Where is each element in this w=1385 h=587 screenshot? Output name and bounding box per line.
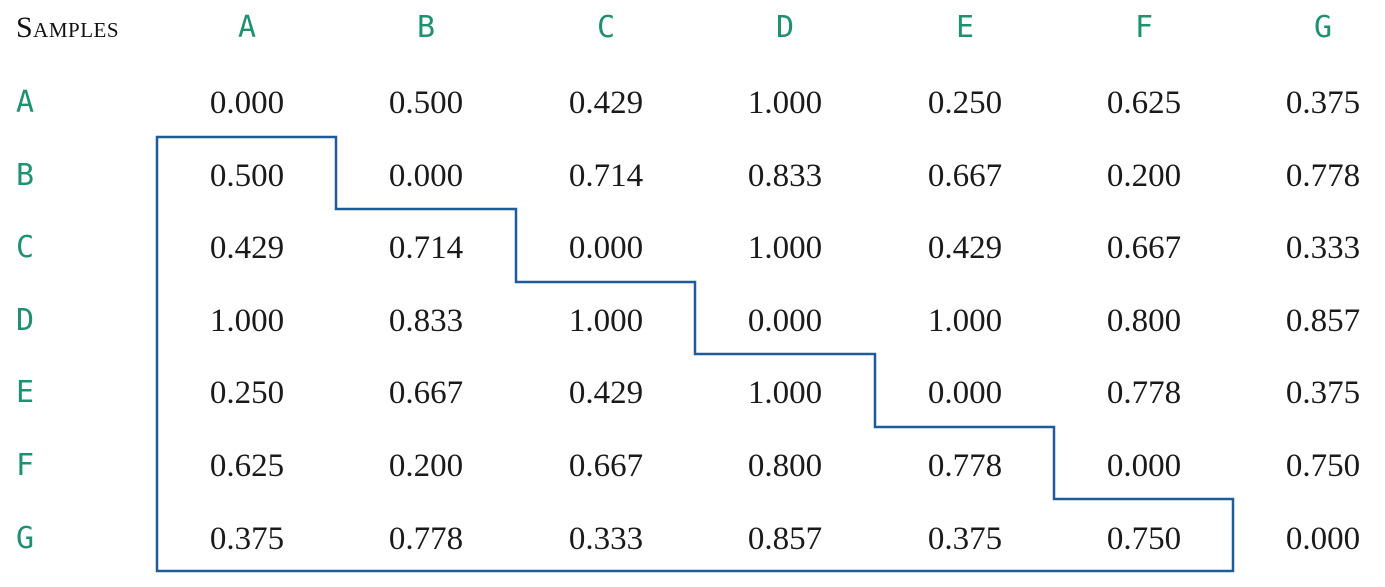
row-header-g: G [16, 521, 35, 556]
row-header-b: B [16, 158, 35, 193]
matrix-cell: 0.857 [747, 521, 823, 557]
matrix-cell: 0.000 [927, 375, 1003, 411]
matrix-cell: 0.778 [1285, 158, 1361, 194]
matrix-cell: 0.750 [1106, 521, 1182, 557]
matrix-cell: 0.750 [1285, 448, 1361, 484]
row-header-d: D [16, 303, 35, 338]
column-header-a: A [237, 10, 257, 45]
matrix-cell: 1.000 [568, 303, 644, 339]
matrix-cell: 0.429 [209, 230, 285, 266]
row-header-e: E [16, 375, 35, 410]
matrix-cell: 0.667 [1106, 230, 1182, 266]
row-header-a: A [16, 85, 35, 120]
matrix-cell: 0.000 [1106, 448, 1182, 484]
matrix-cell: 0.667 [388, 375, 464, 411]
matrix-cell: 0.250 [927, 85, 1003, 121]
matrix-cell: 0.800 [1106, 303, 1182, 339]
matrix-cell: 0.429 [568, 375, 644, 411]
matrix-cell: 0.375 [209, 521, 285, 557]
matrix-cell: 0.200 [388, 448, 464, 484]
matrix-cell: 0.200 [1106, 158, 1182, 194]
column-header-g: G [1313, 10, 1333, 45]
matrix-cell: 0.375 [1285, 375, 1361, 411]
matrix-cell: 0.375 [1285, 85, 1361, 121]
row-header-f: F [16, 448, 35, 483]
matrix-cell: 0.778 [1106, 375, 1182, 411]
matrix-cell: 1.000 [747, 85, 823, 121]
column-header-e: E [955, 10, 975, 45]
column-header-b: B [416, 10, 436, 45]
matrix-cell: 1.000 [747, 375, 823, 411]
matrix-cell: 0.800 [747, 448, 823, 484]
matrix-cell: 0.667 [927, 158, 1003, 194]
matrix-cell: 0.667 [568, 448, 644, 484]
matrix-cell: 0.714 [388, 230, 464, 266]
matrix-cell: 0.625 [1106, 85, 1182, 121]
samples-corner-label: Samples [16, 11, 120, 44]
matrix-cell: 0.333 [568, 521, 644, 557]
matrix-cell: 1.000 [747, 230, 823, 266]
matrix-cell: 0.833 [747, 158, 823, 194]
column-header-c: C [596, 10, 616, 45]
matrix-cell: 0.429 [568, 85, 644, 121]
matrix-cell: 0.778 [927, 448, 1003, 484]
matrix-cell: 0.000 [209, 85, 285, 121]
matrix-cell: 0.833 [388, 303, 464, 339]
matrix-cell: 0.000 [568, 230, 644, 266]
matrix-cell: 0.000 [747, 303, 823, 339]
matrix-cell: 0.500 [209, 158, 285, 194]
matrix-cell: 0.250 [209, 375, 285, 411]
lower-triangle-outline-path [155, 135, 1235, 573]
matrix-cell: 0.625 [209, 448, 285, 484]
matrix-cell: 0.778 [388, 521, 464, 557]
matrix-cell: 0.714 [568, 158, 644, 194]
matrix-cell: 0.857 [1285, 303, 1361, 339]
column-header-f: F [1134, 10, 1154, 45]
matrix-cell: 1.000 [927, 303, 1003, 339]
column-header-d: D [775, 10, 795, 45]
matrix-cell: 0.375 [927, 521, 1003, 557]
matrix-cell: 0.429 [927, 230, 1003, 266]
matrix-cell: 0.000 [388, 158, 464, 194]
matrix-cell: 0.333 [1285, 230, 1361, 266]
matrix-cell: 0.000 [1285, 521, 1361, 557]
matrix-cell: 1.000 [209, 303, 285, 339]
row-header-c: C [16, 230, 35, 265]
matrix-cell: 0.500 [388, 85, 464, 121]
